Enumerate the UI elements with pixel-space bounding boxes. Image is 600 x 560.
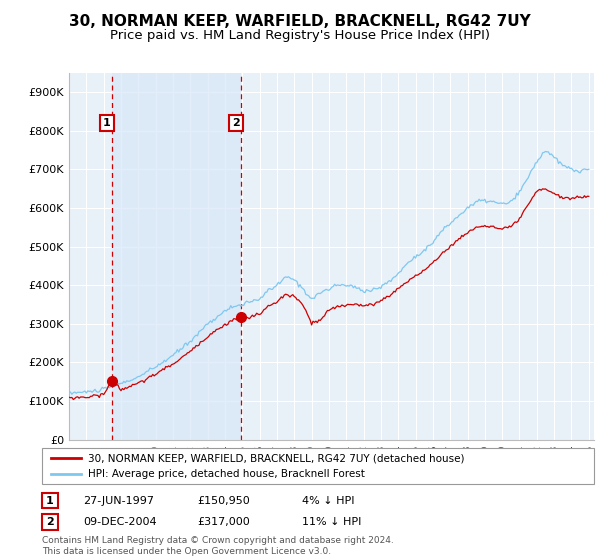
Text: 30, NORMAN KEEP, WARFIELD, BRACKNELL, RG42 7UY: 30, NORMAN KEEP, WARFIELD, BRACKNELL, RG… [69,14,531,29]
Text: 1: 1 [46,496,53,506]
Text: Contains HM Land Registry data © Crown copyright and database right 2024.
This d: Contains HM Land Registry data © Crown c… [42,536,394,556]
Text: Price paid vs. HM Land Registry's House Price Index (HPI): Price paid vs. HM Land Registry's House … [110,29,490,42]
Text: 1: 1 [103,118,111,128]
Text: £150,950: £150,950 [197,496,250,506]
Text: 4% ↓ HPI: 4% ↓ HPI [302,496,354,506]
Text: HPI: Average price, detached house, Bracknell Forest: HPI: Average price, detached house, Brac… [88,469,365,479]
Text: 2: 2 [46,517,53,527]
Text: 09-DEC-2004: 09-DEC-2004 [83,517,157,527]
Bar [112,73,241,440]
Text: 27-JUN-1997: 27-JUN-1997 [83,496,154,506]
Text: 11% ↓ HPI: 11% ↓ HPI [302,517,361,527]
Text: 2: 2 [232,118,240,128]
Text: £317,000: £317,000 [197,517,250,527]
Text: 30, NORMAN KEEP, WARFIELD, BRACKNELL, RG42 7UY (detached house): 30, NORMAN KEEP, WARFIELD, BRACKNELL, RG… [88,453,465,463]
